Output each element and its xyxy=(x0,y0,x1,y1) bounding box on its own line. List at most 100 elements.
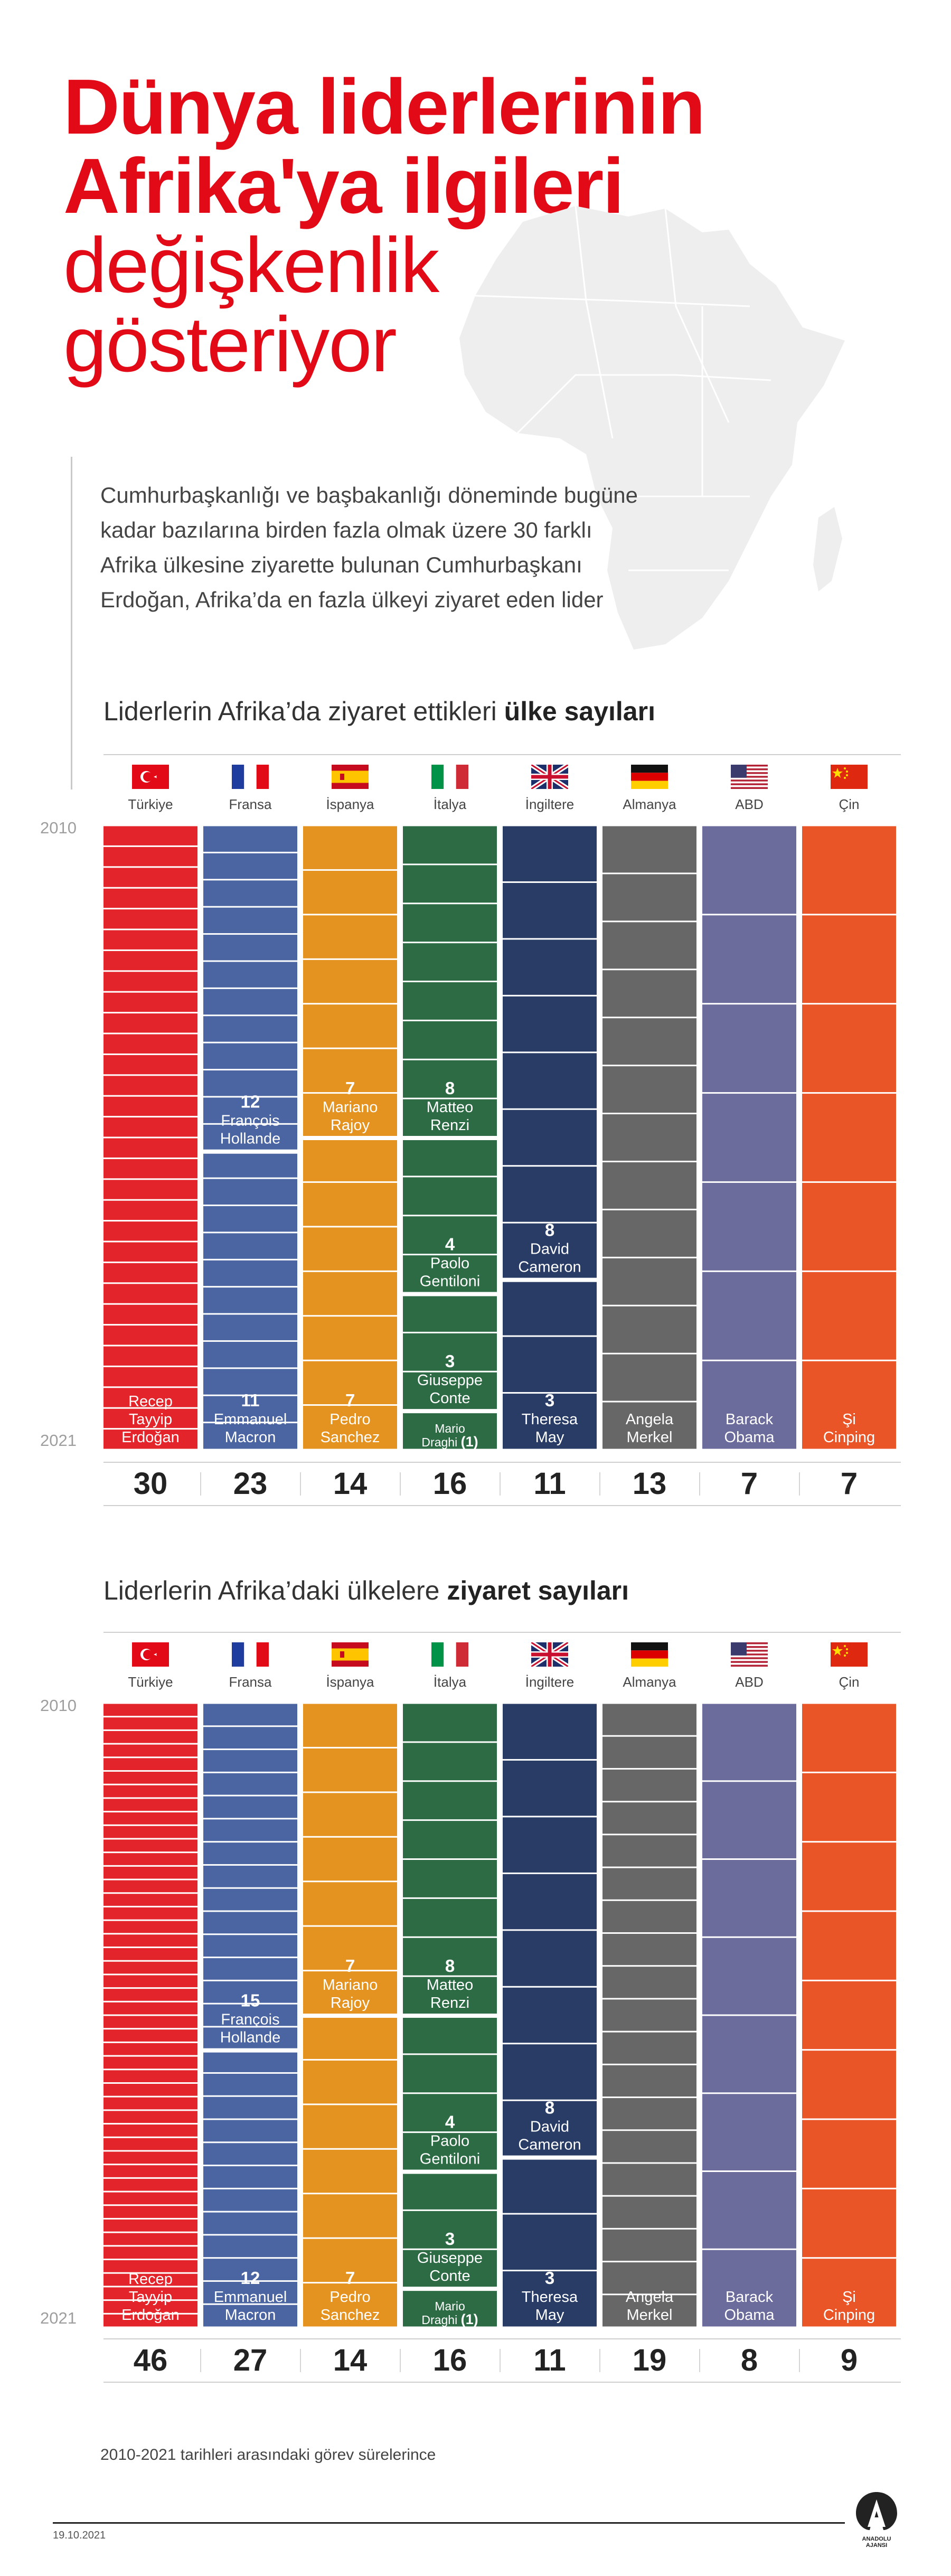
visit-cell xyxy=(303,1049,397,1093)
country-name: İngiltere xyxy=(525,796,575,812)
total-separator xyxy=(400,2349,401,2372)
leader-label-line: Cinping xyxy=(823,2307,875,2324)
chart2-year-end: 2021 xyxy=(40,2309,77,2327)
leader-label-line: Şi xyxy=(842,1411,856,1428)
total-0: 30 xyxy=(133,1466,168,1501)
leader-label-line: Merkel xyxy=(626,1429,672,1446)
france-flag-icon xyxy=(232,765,269,789)
total-separator xyxy=(699,1472,700,1496)
visit-cell xyxy=(303,1004,397,1048)
country-header-0: Türkiye xyxy=(103,1642,197,1690)
leader-label-line: Emmanuel xyxy=(214,2289,287,2306)
leader-label-line: Rajoy xyxy=(331,1995,370,2011)
visit-cell xyxy=(103,2111,197,2123)
visit-cell xyxy=(203,880,297,906)
visit-cell xyxy=(103,1758,197,1770)
total-separator xyxy=(599,1472,600,1496)
visit-cell xyxy=(602,922,696,969)
visit-cell xyxy=(203,1396,297,1422)
country-header-2: İspanya xyxy=(303,1642,397,1690)
country-header-0: Türkiye xyxy=(103,765,197,813)
visit-cell xyxy=(203,2143,297,2165)
visit-cell xyxy=(303,1182,397,1226)
visit-cell xyxy=(303,1837,397,1881)
visit-cell xyxy=(403,1704,497,1742)
visit-cell xyxy=(403,1333,497,1371)
leader-label-line: Macron xyxy=(225,2307,276,2324)
italy-flag-icon xyxy=(431,1642,468,1667)
visit-cell xyxy=(203,1888,297,1911)
leader-label-line: Sanchez xyxy=(321,2307,380,2324)
visit-cell xyxy=(203,1750,297,1772)
visit-cell xyxy=(203,1865,297,1887)
visit-cell xyxy=(403,1216,497,1254)
visit-cell xyxy=(203,1773,297,1795)
leader-label-line: Macron xyxy=(225,1429,276,1446)
visit-cell xyxy=(602,970,696,1017)
visit-cell xyxy=(403,904,497,942)
leader-count: 15 xyxy=(241,1991,260,2010)
leader-label-line: Hollande xyxy=(220,2029,280,2046)
leader-label-line: Tayyip xyxy=(129,1411,172,1428)
visit-cell xyxy=(602,1835,696,1867)
leader-label-line: Barack xyxy=(726,2289,774,2306)
visit-cell xyxy=(303,2239,397,2282)
leader-label-line: Erdoğan xyxy=(121,1429,180,1446)
total-separator xyxy=(599,2349,600,2372)
country-name: İtalya xyxy=(433,1674,467,1690)
visit-cell xyxy=(103,2016,197,2028)
visit-cell xyxy=(103,1055,197,1075)
visit-cell xyxy=(503,1817,597,1873)
leader-label-line: Renzi xyxy=(430,1117,469,1134)
visit-cell xyxy=(103,1430,197,1449)
visit-cell xyxy=(303,1793,397,1836)
visit-cell xyxy=(103,2206,197,2218)
visit-cell xyxy=(702,1182,796,1271)
leader-count: 3 xyxy=(445,1351,455,1371)
total-separator xyxy=(500,1472,501,1496)
visit-cell xyxy=(103,1826,197,1838)
visit-cell xyxy=(503,1704,597,1759)
visit-cell xyxy=(103,1961,197,1974)
country-name: Türkiye xyxy=(128,796,173,812)
chart2-title-bold: ziyaret sayıları xyxy=(447,1576,629,1605)
leader-label-line: Draghi xyxy=(421,1435,460,1449)
visit-cell xyxy=(303,1227,397,1271)
visit-cell xyxy=(203,1043,297,1069)
visit-cell xyxy=(203,2189,297,2211)
leader-count: (1) xyxy=(461,1434,478,1450)
visit-cell xyxy=(503,939,597,995)
visit-cell xyxy=(802,915,896,1003)
visit-cell xyxy=(702,1938,796,2015)
visit-cell xyxy=(203,1935,297,1957)
visit-cell xyxy=(103,972,197,991)
title-line-2: Afrika'ya ilgileri xyxy=(63,143,624,230)
visit-cell xyxy=(602,826,696,873)
visit-cell xyxy=(802,826,896,914)
country-header-6: ABD xyxy=(702,1642,796,1690)
visit-cell xyxy=(602,1402,696,1449)
visit-cell xyxy=(103,1921,197,1933)
visit-cell xyxy=(802,2189,896,2258)
visit-cell xyxy=(303,1406,397,1449)
visit-cell xyxy=(503,1053,597,1108)
visit-cell xyxy=(103,1948,197,1960)
total-separator xyxy=(200,2349,201,2372)
visit-cell xyxy=(602,1114,696,1161)
visit-cell xyxy=(303,2105,397,2148)
country-name: ABD xyxy=(735,1674,764,1690)
visit-cell xyxy=(303,1138,397,1181)
visit-cell xyxy=(403,2289,497,2327)
visit-cell xyxy=(103,1785,197,1798)
visit-cell xyxy=(802,1704,896,1772)
total-4: 11 xyxy=(533,2343,566,2377)
visit-cell xyxy=(103,1263,197,1283)
visit-cell xyxy=(602,2262,696,2294)
